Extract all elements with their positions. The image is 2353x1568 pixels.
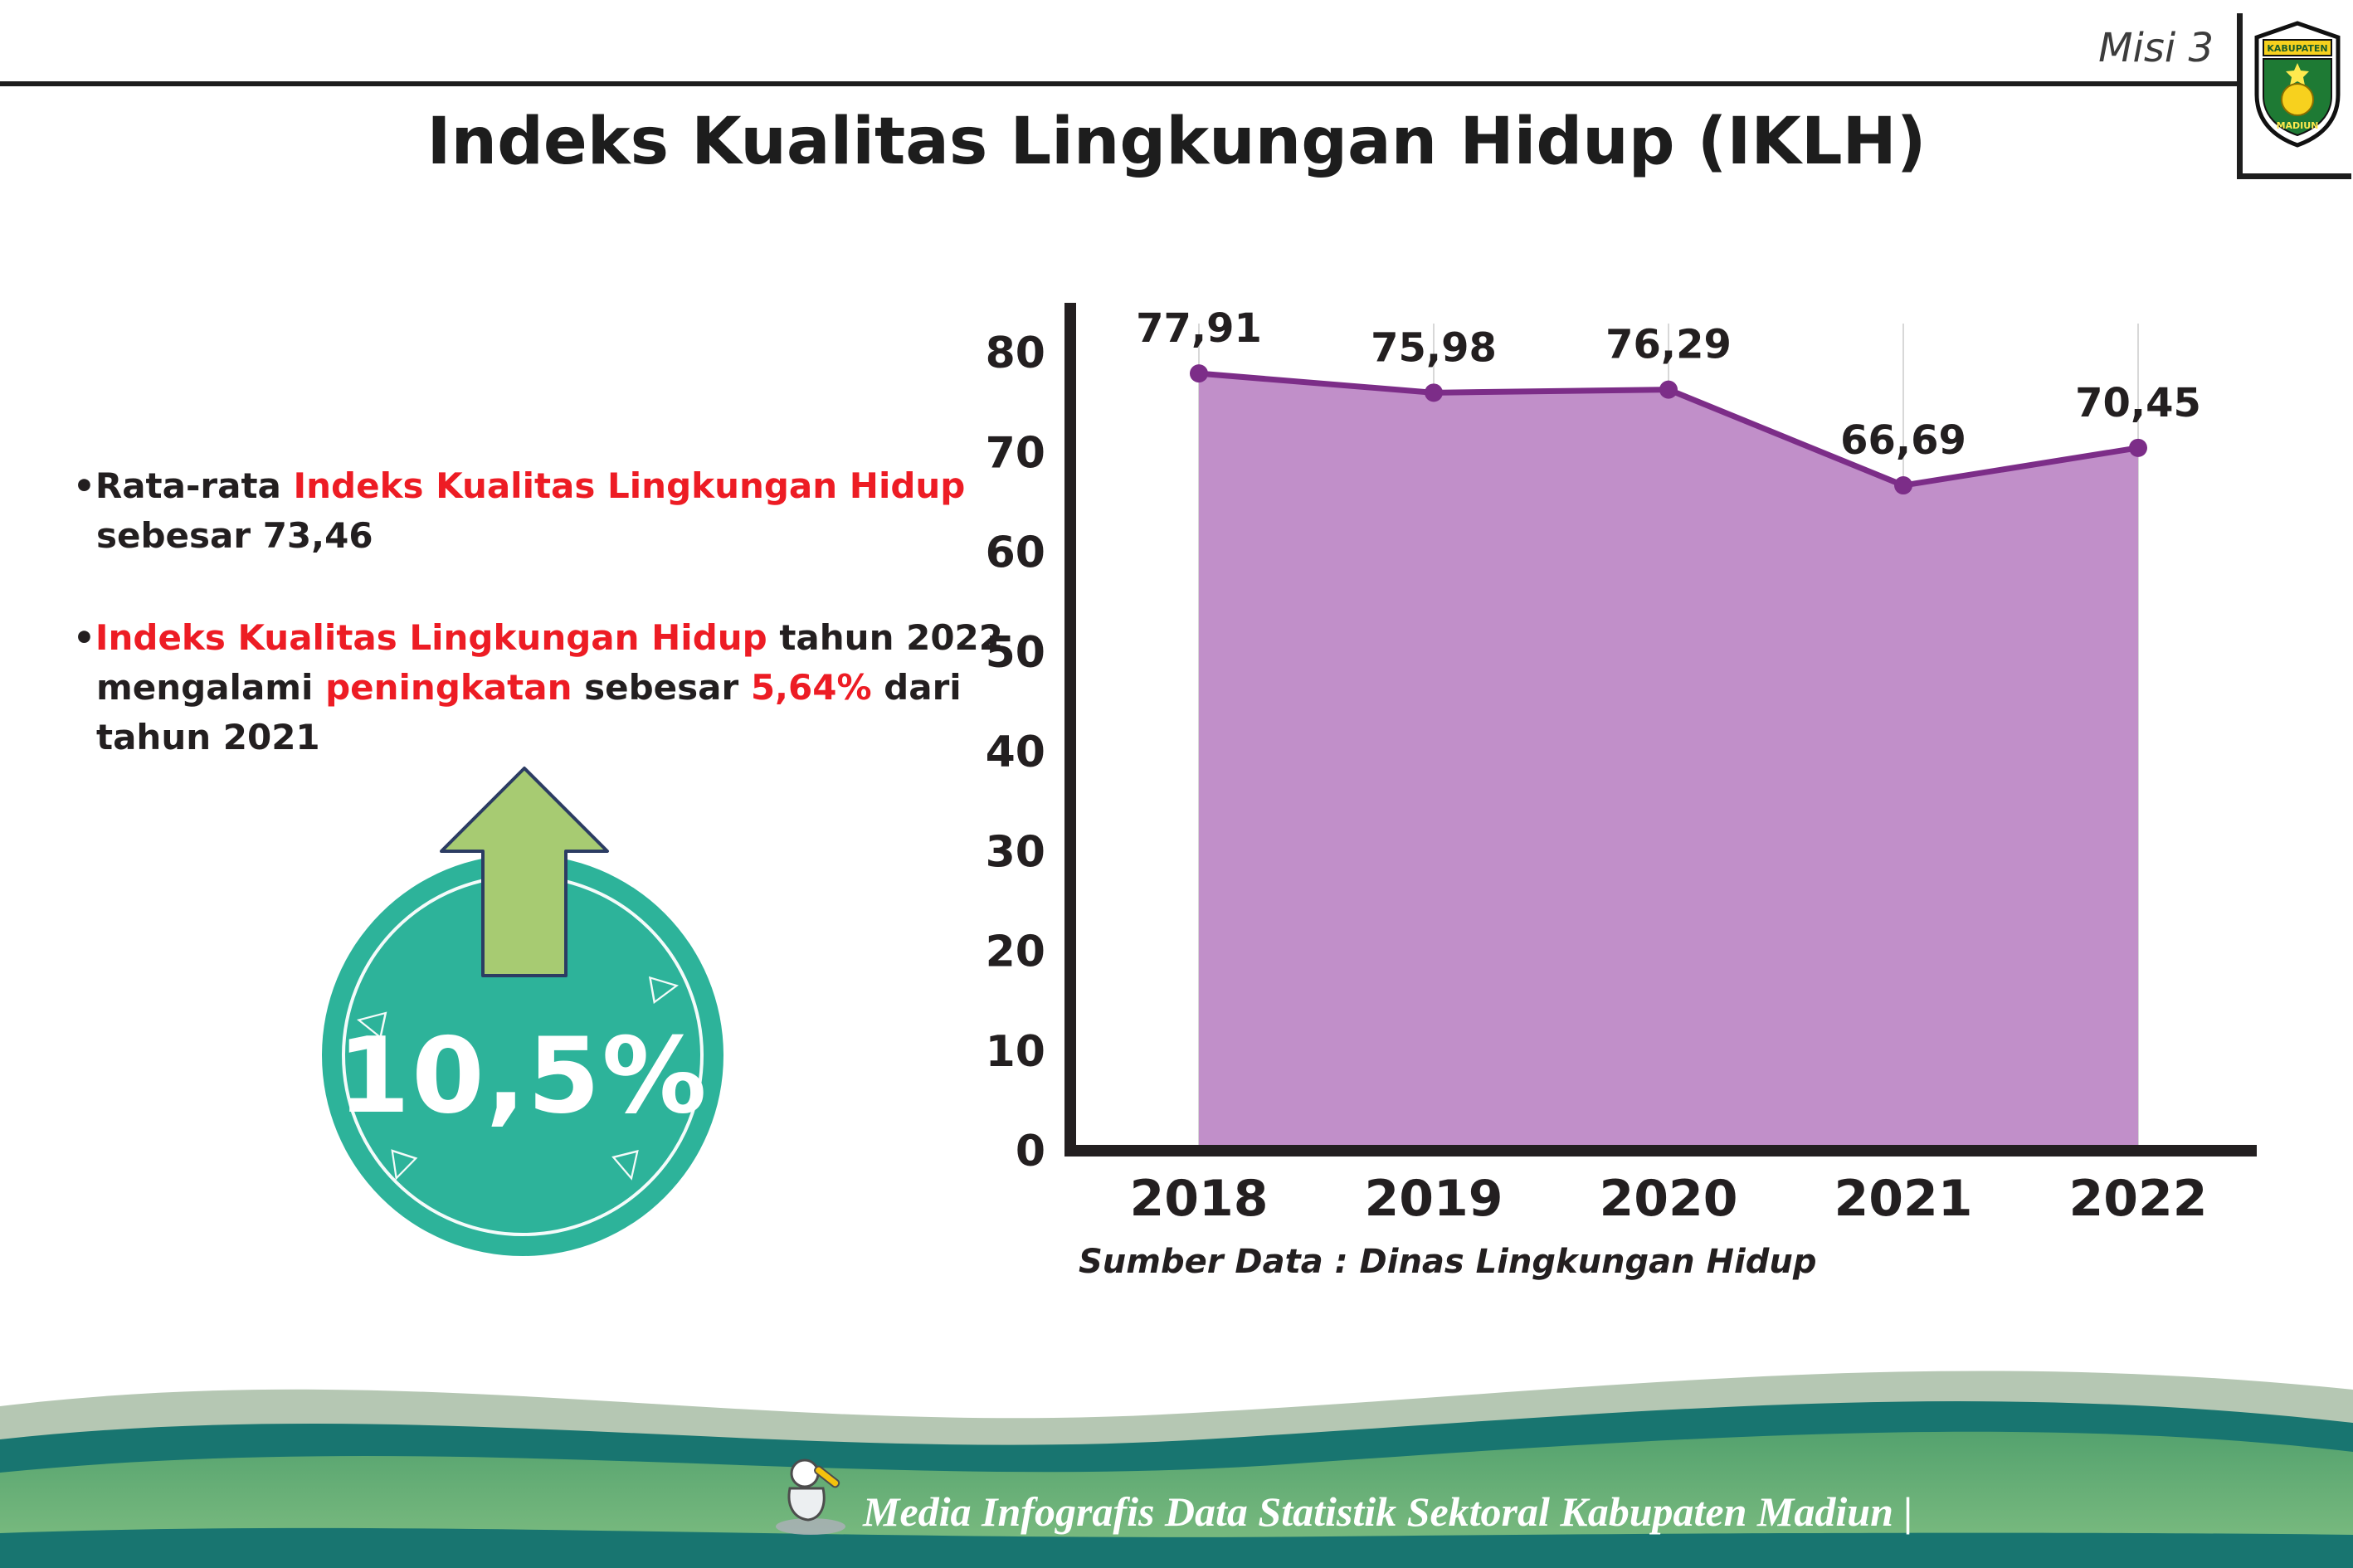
footer-waves: [0, 1371, 2353, 1568]
svg-text:77,91: 77,91: [1136, 305, 1262, 352]
svg-text:2018: 2018: [1130, 1170, 1269, 1228]
iklh-area-chart: 0 10 20 30 40 50 60 70 80 77,91 75,98 76,29 66,69 70,…: [986, 290, 2282, 1244]
logo-text-madiun: MADIUN: [2276, 120, 2318, 131]
logo-text-kabupaten: KABUPATEN: [2267, 43, 2327, 54]
logo-emblem-circle: [2280, 83, 2314, 116]
source-note: Sumber Data : Dinas Lingkungan Hidup: [1079, 1243, 1817, 1281]
svg-text:10: 10: [987, 1027, 1045, 1077]
bullet-dot: •: [73, 465, 95, 506]
mascot-base: [776, 1518, 845, 1535]
svg-text:2022: 2022: [2069, 1170, 2208, 1228]
up-arrow-shape: [440, 767, 609, 977]
logo-corner-frame: KABUPATEN MADIUN: [2237, 13, 2351, 179]
svg-text:0: 0: [1016, 1127, 1045, 1176]
svg-text:66,69: 66,69: [1840, 417, 1966, 464]
triangle-decor-icon: ▷: [646, 962, 682, 1009]
bullet-rich-text: Indeks Kualitas Lingkungan Hidup tahun 2…: [95, 617, 1003, 757]
bullet-increase-2022: •Indeks Kualitas Lingkungan Hidup tahun …: [73, 613, 1011, 762]
svg-text:76,29: 76,29: [1605, 322, 1732, 368]
svg-text:75,98: 75,98: [1371, 324, 1497, 371]
bullet-dot: •: [73, 617, 95, 659]
footer-bottom-strip: [0, 1527, 2353, 1568]
logo-banner-top: [2262, 39, 2332, 56]
bullet-average-iklh: •Rata-rata Indeks Kualitas Lingkungan Hi…: [73, 461, 1011, 560]
misi-label: Misi 3: [2098, 25, 2214, 71]
svg-text:2020: 2020: [1600, 1170, 1738, 1228]
logo-star: [2285, 63, 2309, 85]
svg-text:2019: 2019: [1365, 1170, 1503, 1228]
svg-text:20: 20: [987, 928, 1045, 977]
up-arrow-icon: [440, 767, 609, 977]
mascot-icon: [776, 1458, 845, 1535]
kabupaten-madiun-logo: KABUPATEN MADIUN: [2254, 21, 2340, 148]
top-divider-line: [0, 81, 2240, 86]
svg-text:40: 40: [987, 728, 1045, 777]
footer-caption: Media Infografis Data Statistik Sektoral…: [863, 1488, 1913, 1535]
mascot-head: [790, 1458, 820, 1488]
mascot-pencil: [814, 1465, 840, 1488]
svg-text:60: 60: [987, 528, 1045, 578]
svg-text:80: 80: [987, 329, 1045, 378]
svg-text:50: 50: [987, 628, 1045, 678]
page-title: Indeks Kualitas Lingkungan Hidup (IKLH): [426, 105, 1927, 179]
svg-text:70: 70: [987, 428, 1045, 478]
svg-text:2021: 2021: [1834, 1170, 1973, 1228]
mascot-body: [787, 1487, 826, 1522]
svg-text:30: 30: [987, 827, 1045, 877]
highlight-percentage: 10,5%: [337, 1014, 709, 1137]
bullet-rich-text: Rata-rata Indeks Kualitas Lingkungan Hid…: [95, 465, 966, 556]
svg-text:70,45: 70,45: [2075, 380, 2201, 426]
iklh-chart-svg: 0 10 20 30 40 50 60 70 80 77,91 75,98 76,29 66,69 70,…: [986, 303, 2257, 1228]
summary-bullets: •Rata-rata Indeks Kualitas Lingkungan Hi…: [73, 461, 1011, 815]
